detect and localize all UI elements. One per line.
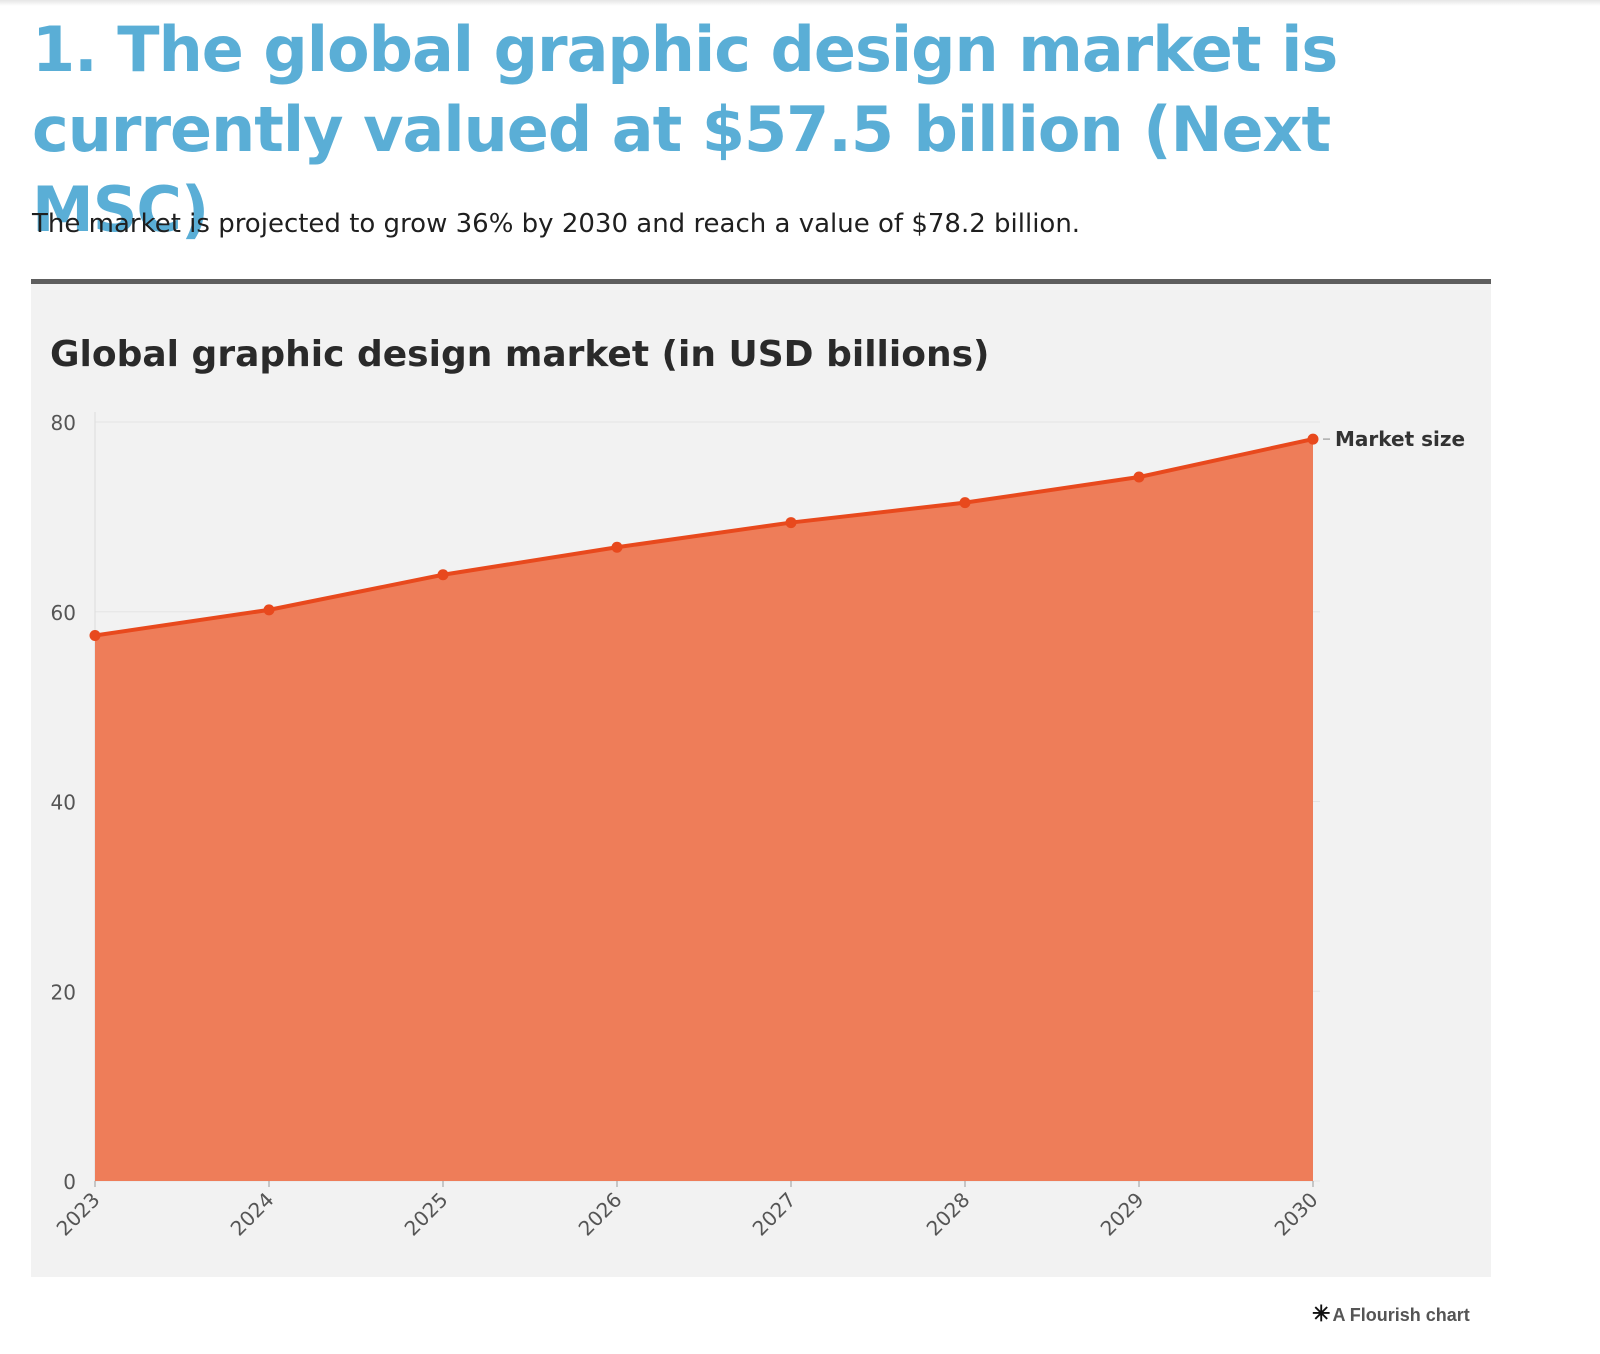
data-point-2024 xyxy=(263,604,275,616)
x-tick-label-2030: 2030 xyxy=(1270,1188,1323,1241)
data-point-2028 xyxy=(959,497,971,509)
chart-title: Global graphic design market (in USD bil… xyxy=(50,334,990,375)
data-point-2026 xyxy=(611,541,623,553)
x-tick-label-2027: 2027 xyxy=(748,1188,801,1241)
x-tick-label-2023: 2023 xyxy=(52,1188,105,1241)
data-point-2030 xyxy=(1307,433,1319,445)
x-tick-label-2024: 2024 xyxy=(226,1188,279,1241)
x-tick-label-2028: 2028 xyxy=(922,1188,975,1241)
credit-text: A Flourish chart xyxy=(1332,1305,1470,1325)
x-tick-label-2025: 2025 xyxy=(400,1188,453,1241)
x-tick-label-2026: 2026 xyxy=(574,1188,627,1241)
series-label: Market size xyxy=(1335,427,1465,451)
y-tick-label-0: 0 xyxy=(63,1170,76,1194)
data-point-2027 xyxy=(785,517,797,529)
x-tick-label-2029: 2029 xyxy=(1096,1188,1149,1241)
data-point-2023 xyxy=(89,629,101,641)
flourish-asterisk-icon: ✳ xyxy=(1312,1301,1331,1326)
y-tick-label-60: 60 xyxy=(51,601,76,625)
subtitle: The market is projected to grow 36% by 2… xyxy=(32,209,1081,239)
top-edge-shadow xyxy=(0,0,1600,6)
y-tick-label-20: 20 xyxy=(51,980,76,1004)
data-point-2025 xyxy=(437,569,449,581)
data-point-2029 xyxy=(1133,471,1145,483)
y-tick-label-80: 80 xyxy=(51,411,76,435)
y-tick-label-40: 40 xyxy=(51,791,76,815)
series-line-0 xyxy=(94,437,1314,638)
flourish-credit[interactable]: ✳ A Flourish chart xyxy=(1312,1302,1470,1327)
headline: 1. The global graphic design market is c… xyxy=(32,13,1338,246)
area-fill-series-0 xyxy=(95,439,1313,1181)
